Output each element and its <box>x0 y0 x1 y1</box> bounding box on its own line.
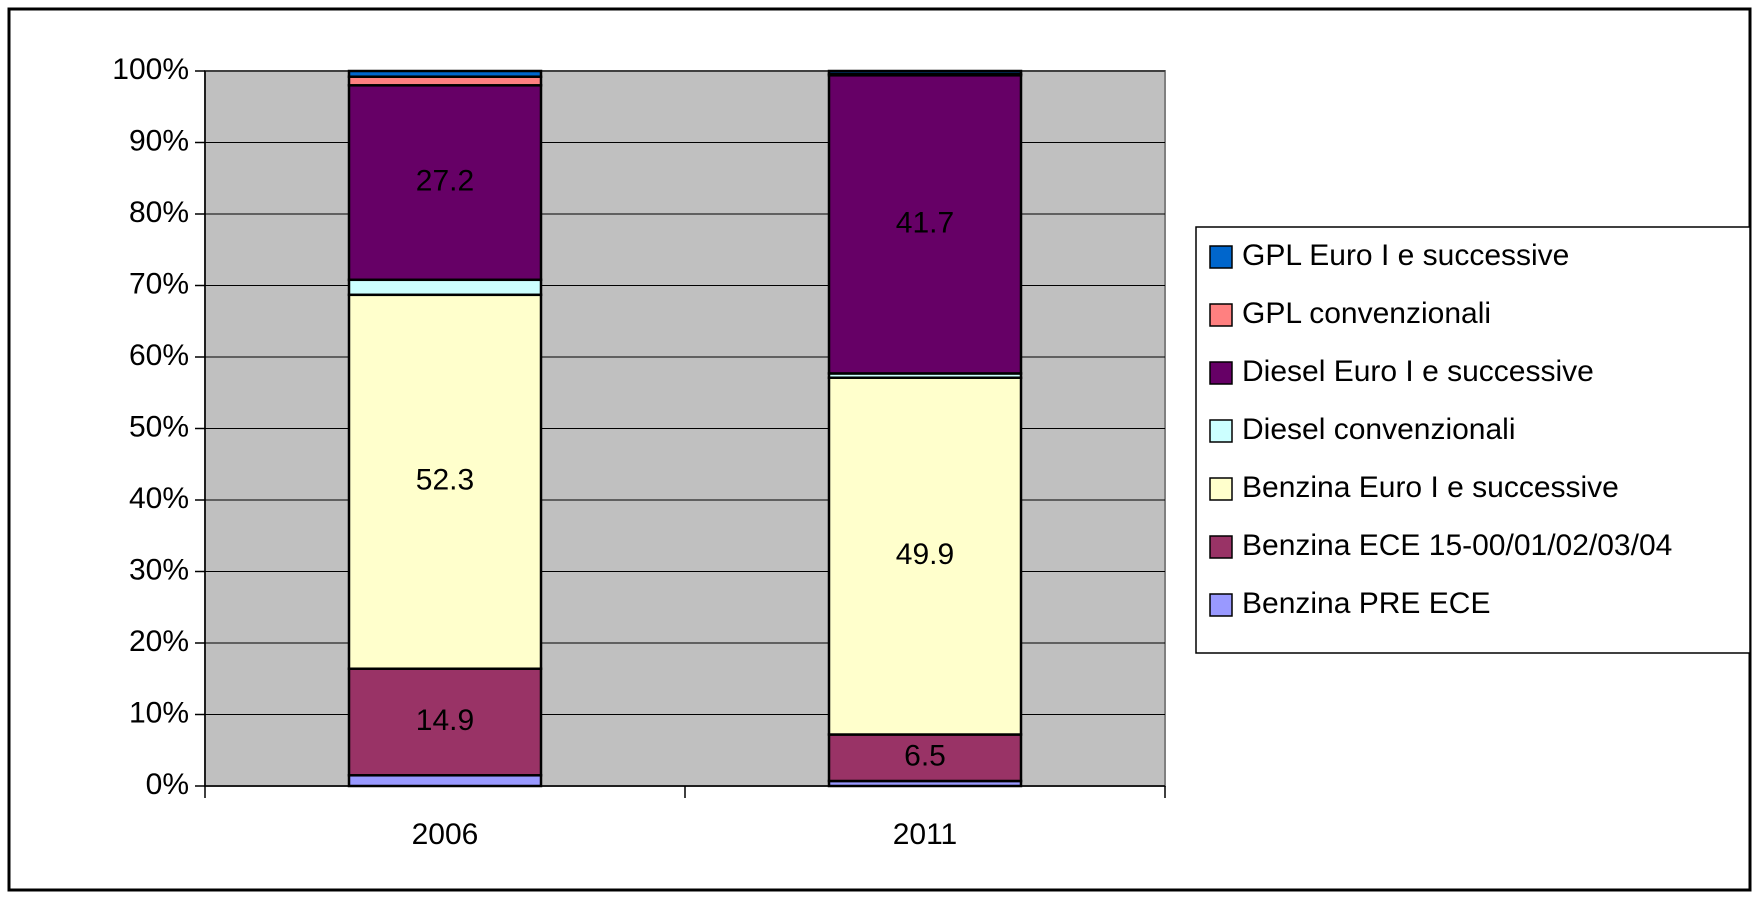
y-tick-label: 60% <box>129 339 189 372</box>
y-tick-label: 80% <box>129 196 189 229</box>
bar-segment <box>347 667 543 777</box>
data-label: 6.5 <box>904 740 946 773</box>
legend-label: Benzina ECE 15-00/01/02/03/04 <box>1242 529 1672 562</box>
legend-label: Benzina PRE ECE <box>1242 587 1490 620</box>
bar-segment <box>347 774 543 788</box>
x-tick-label: 2011 <box>893 818 958 851</box>
y-tick-label: 0% <box>146 768 189 801</box>
legend-swatch <box>1209 593 1233 617</box>
legend-label: Benzina Euro I e successive <box>1242 471 1619 504</box>
bar-segment <box>347 75 543 87</box>
legend-swatch <box>1209 303 1233 327</box>
data-label: 49.9 <box>896 538 954 571</box>
y-tick-label: 20% <box>129 625 189 658</box>
legend-swatch <box>1209 477 1233 501</box>
y-tick-label: 90% <box>129 124 189 157</box>
bar-segment <box>827 733 1023 783</box>
legend-swatch <box>1209 361 1233 385</box>
legend-box <box>1195 226 1751 654</box>
data-label: 27.2 <box>416 164 474 197</box>
legend-swatch <box>1209 535 1233 559</box>
y-tick-label: 70% <box>129 267 189 300</box>
bar-segment <box>347 84 543 282</box>
bar-segment <box>347 69 543 78</box>
legend-label: GPL Euro I e successive <box>1242 239 1569 272</box>
y-tick-label: 30% <box>129 553 189 586</box>
data-label: 41.7 <box>896 206 954 239</box>
legend-label: Diesel Euro I e successive <box>1242 355 1594 388</box>
bar-segment <box>347 293 543 670</box>
bar-segment <box>827 74 1023 375</box>
y-tick-label: 100% <box>112 53 189 86</box>
legend-label: Diesel convenzionali <box>1242 413 1516 446</box>
legend-swatch <box>1209 419 1233 443</box>
bar-segment <box>827 376 1023 736</box>
y-tick-label: 10% <box>129 696 189 729</box>
bar-segment <box>827 69 1023 76</box>
legend-swatch <box>1209 245 1233 269</box>
bar-segment <box>347 278 543 297</box>
x-tick-label: 2006 <box>412 818 479 851</box>
data-label: 52.3 <box>416 464 474 497</box>
data-label: 14.9 <box>416 704 474 737</box>
legend-label: GPL convenzionali <box>1242 297 1491 330</box>
y-tick-label: 50% <box>129 410 189 443</box>
y-tick-label: 40% <box>129 482 189 515</box>
